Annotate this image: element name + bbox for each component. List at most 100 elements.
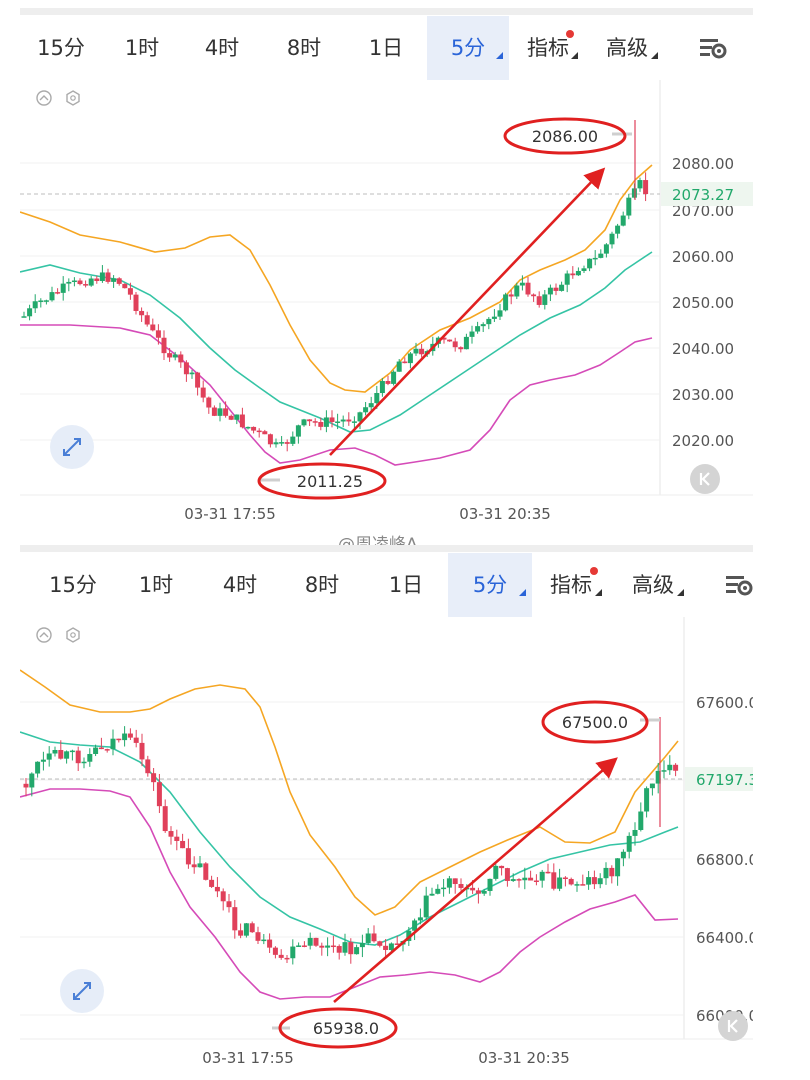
trend-arrow [329,167,606,456]
y-tick-label: 67600.0 [696,694,753,712]
candle-body [88,278,94,286]
candle-body [452,878,458,885]
candle-body [458,884,464,888]
candle-body [528,877,534,881]
tab-1h[interactable]: 1时 [138,573,174,597]
candle-body [162,806,168,832]
candle-body [480,324,486,327]
latest-icon [699,472,710,486]
tab-indicator-label: 指标 [550,573,592,597]
candle-body [116,738,122,741]
candle-body [423,895,429,918]
lower-band-line [20,788,679,1000]
candle-body [58,749,64,759]
candle-body [223,408,229,416]
candle-body [52,749,58,754]
candlestick-chart[interactable]: 67600.067200.066800.066400.066000.003-31… [20,617,753,1075]
candle-body [329,417,335,422]
candle-body [32,301,38,309]
tab-advanced[interactable]: 高级 [594,16,660,80]
candle-body [412,920,418,931]
candle-body [111,278,117,282]
candle-body [110,738,116,750]
candle-body [232,907,238,931]
x-tick-label: 03-31 20:35 [459,505,551,523]
candle-body [514,285,520,297]
candle-body [330,945,336,948]
hexagon-settings-icon [66,90,80,106]
candle-body [620,851,626,859]
dropdown-triangle-icon [496,52,503,59]
tab-4h[interactable]: 4时 [222,573,258,597]
tab-5m[interactable]: 5分 [448,553,532,617]
candle-body [475,890,481,894]
candle-body [301,945,307,947]
candle-body [497,310,503,317]
candle-body [615,858,621,877]
chart-settings-button[interactable] [684,16,740,80]
candle-body [536,296,542,305]
candle-body [649,783,655,789]
candle-body [542,294,548,305]
tab-advanced-label: 高级 [606,36,648,60]
tab-advanced[interactable]: 高级 [620,553,686,617]
candle-body [172,354,178,358]
candle-body [417,917,423,921]
candle-body [139,310,145,316]
candle-body [203,863,209,880]
candle-body [374,393,380,404]
current-price-label: 67197.3 [696,771,753,789]
chart-settings-button[interactable] [710,553,766,617]
tab-1d[interactable]: 1日 [388,573,424,597]
candle-body [388,943,394,950]
candle-body [214,886,220,892]
candle-body [139,742,145,760]
candle-body [156,782,162,807]
candle-body [195,372,201,388]
candle-body [620,215,626,226]
candle-body [508,294,514,297]
candle-body [38,300,44,302]
candle-body [66,281,72,284]
candle-body [261,939,267,942]
candle-body [562,877,568,880]
candle-body [564,273,570,285]
candle-body [394,943,400,945]
tab-15m[interactable]: 15分 [49,573,97,597]
upper-band-line [20,669,679,916]
upper-band-line [20,164,653,393]
candle-body [284,957,290,960]
lower-band-line [20,324,653,466]
candle-body [256,430,262,433]
tab-1d[interactable]: 1日 [368,36,404,60]
tab-indicator[interactable]: 指标 [516,16,580,80]
candle-body [211,407,217,416]
low-circle [278,1007,398,1049]
candle-body [262,431,268,435]
tab-15m[interactable]: 15分 [37,36,85,60]
candle-body [60,283,66,293]
tab-indicator[interactable]: 指标 [538,553,604,617]
candle-body [377,941,383,946]
chart-panel-btc: 15分 1时 4时 8时 1日 5分 指标 高级 67600.067200.06… [20,545,753,1075]
tab-8h[interactable]: 8时 [304,573,340,597]
candle-body [272,947,278,955]
candle-body [325,945,331,948]
tab-8h[interactable]: 8时 [286,36,322,60]
latest-button [690,464,720,494]
candle-body [150,324,156,331]
candle-body [335,421,341,424]
tab-1h[interactable]: 1时 [124,36,160,60]
candle-body [116,278,122,284]
candlestick-chart[interactable]: 2080.00 2070.00 2060.00 2050.00 2040.00 2030.… [20,80,753,528]
tab-5m[interactable]: 5分 [427,16,509,80]
candle-body [644,788,650,812]
candle-body [626,197,632,216]
candle-body [64,751,70,759]
tab-4h[interactable]: 4时 [204,36,240,60]
top-divider [20,545,753,552]
candle-body [342,942,348,953]
candle-body [255,932,261,941]
candle-body [661,770,667,772]
candle-body [340,419,346,422]
